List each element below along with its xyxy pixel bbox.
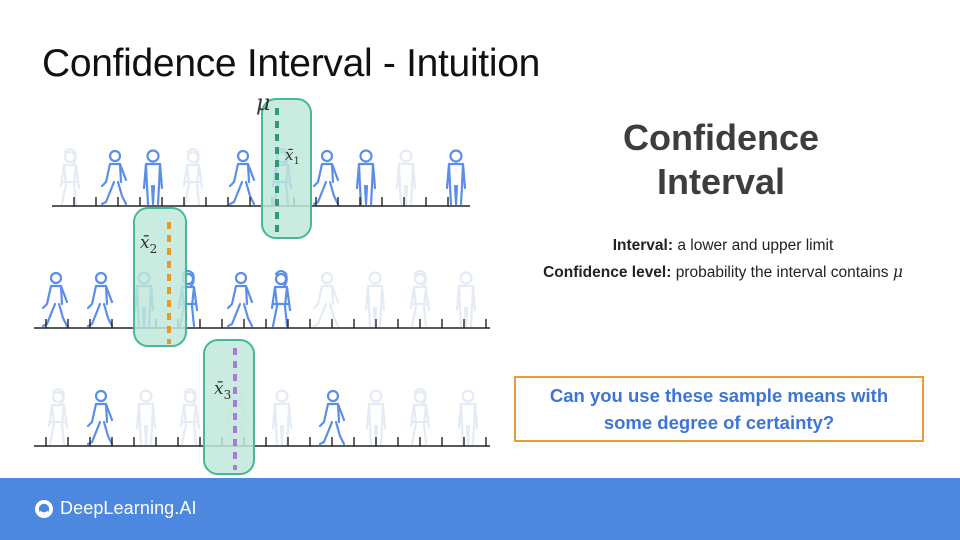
confidence-level-definition: Confidence level: probability the interv… (480, 259, 960, 286)
confidence-level-text: probability the interval contains (675, 264, 889, 281)
confidence-level-term: Confidence level: (543, 264, 672, 281)
xbar2-label: x̄2 (140, 233, 157, 256)
heading-line-1: Confidence (622, 117, 819, 158)
mu-label: μ (256, 91, 270, 116)
question-line-2: some degree of certainty? (603, 412, 835, 433)
interval-box-1 (261, 98, 312, 239)
interval-term: Interval: (612, 237, 674, 254)
brand-logo: DeepLearning.AI (34, 498, 197, 519)
row3-people (47, 387, 479, 446)
sampling-diagram: μ x̄1 x̄2 x̄3 (34, 91, 490, 475)
interval-box-2 (133, 207, 187, 347)
confidence-interval-heading: Confidence Interval (560, 116, 882, 204)
interval-definition: Interval: a lower and upper limit (480, 232, 960, 259)
question-line-1: Can you use these sample means with (549, 385, 889, 406)
brand-name: DeepLearning.AI (60, 498, 197, 518)
heading-line-2: Interval (656, 161, 786, 202)
deeplearning-logo-icon (35, 499, 53, 518)
mu-symbol: μ (892, 263, 903, 281)
row2-people (41, 269, 477, 328)
slide-title: Confidence Interval - Intuition (42, 42, 540, 85)
interval-text: a lower and upper limit (677, 237, 834, 254)
question-box: Can you use these sample means with some… (514, 376, 924, 442)
xbar1-label: x̄1 (285, 146, 300, 167)
xbar3-label: x̄3 (214, 379, 231, 402)
interval-box-3 (203, 339, 255, 475)
definitions: Interval: a lower and upper limit Confid… (480, 232, 960, 286)
number-lines (34, 197, 490, 447)
footer-bar: DeepLearning.AI (0, 478, 960, 540)
